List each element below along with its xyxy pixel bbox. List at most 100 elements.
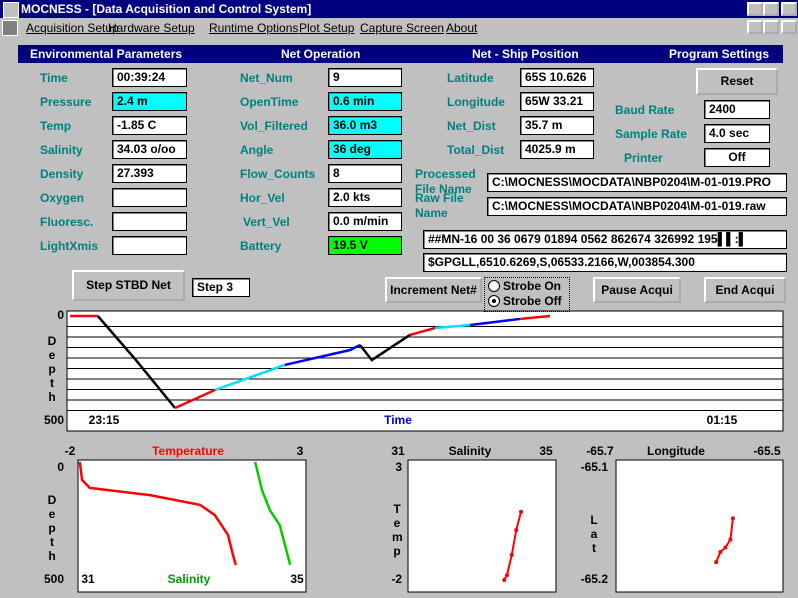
field-value: 34.03 o/oo bbox=[112, 140, 187, 159]
menu-item[interactable]: Acquisition Setup bbox=[26, 21, 119, 35]
x-tick-label: -65.7 bbox=[586, 444, 614, 458]
depth-trace bbox=[358, 333, 411, 362]
field-label: Net_Num bbox=[240, 71, 293, 85]
field-label: Hor_Vel bbox=[240, 191, 285, 205]
setting-value: 2400 bbox=[704, 100, 770, 119]
plot-title: Longitude bbox=[647, 444, 705, 458]
y-tick-label: 3 bbox=[395, 460, 402, 474]
doc-close[interactable] bbox=[781, 20, 797, 34]
menu-item[interactable]: Plot Setup bbox=[299, 21, 355, 35]
strobe-radio[interactable] bbox=[488, 280, 500, 292]
doc-minimize[interactable] bbox=[747, 20, 763, 34]
maximize-button[interactable] bbox=[763, 2, 779, 16]
axis-label: Temp bbox=[392, 502, 403, 558]
menu-item[interactable]: Capture Screen bbox=[360, 21, 445, 35]
doc-restore[interactable] bbox=[763, 20, 779, 34]
depth-trace bbox=[214, 363, 286, 392]
axis-label: Depth bbox=[47, 493, 57, 563]
field-value: 2.4 m bbox=[112, 92, 187, 111]
field-label: Fluoresc. bbox=[40, 215, 94, 229]
field-label: Angle bbox=[240, 143, 274, 157]
field-label: Total_Dist bbox=[447, 143, 505, 157]
depth-trace bbox=[284, 343, 361, 367]
field-value: 9 bbox=[328, 68, 402, 87]
reset-button[interactable]: Reset bbox=[696, 68, 778, 95]
ts-point-path bbox=[503, 511, 522, 581]
depth-trace bbox=[174, 388, 216, 410]
field-label: Longitude bbox=[447, 95, 505, 109]
axis-label: Depth bbox=[47, 334, 57, 404]
file-label: Processed File Name bbox=[415, 167, 476, 196]
setting-label: Sample Rate bbox=[615, 127, 688, 141]
depth-trace bbox=[409, 326, 436, 337]
section-header: Net Operation bbox=[281, 47, 361, 61]
step-status: Step 3 bbox=[192, 278, 250, 297]
step-button[interactable]: Step STBD Net bbox=[72, 270, 185, 301]
field-value: -1.85 C bbox=[112, 116, 187, 135]
axis-label: Lat bbox=[590, 513, 598, 555]
field-value: 0.0 m/min bbox=[328, 212, 402, 231]
x-axis-label: Time bbox=[384, 413, 412, 427]
bottom-tick-label: 35 bbox=[290, 572, 304, 586]
field-label: OpenTime bbox=[240, 95, 299, 109]
strobe-radio[interactable] bbox=[488, 295, 500, 307]
field-value: 36 deg bbox=[328, 140, 402, 159]
field-value: 0.6 min bbox=[328, 92, 402, 111]
field-value: 19.5 V bbox=[328, 236, 402, 255]
field-value: 36.0 m3 bbox=[328, 116, 402, 135]
setting-label: Baud Rate bbox=[615, 103, 675, 117]
window-title: MOCNESS - [Data Acquisition and Control … bbox=[21, 2, 312, 16]
close-button[interactable] bbox=[781, 2, 797, 16]
y-tick-label: -65.2 bbox=[581, 572, 609, 586]
menu-item[interactable]: Hardware Setup bbox=[108, 21, 195, 35]
y-tick-label: 0 bbox=[57, 460, 64, 474]
field-label: Battery bbox=[240, 239, 282, 253]
field-label: Salinity bbox=[40, 143, 83, 157]
setting-value: 4.0 sec bbox=[704, 124, 770, 143]
bottom-tick-label: 31 bbox=[81, 572, 95, 586]
pause-button[interactable]: Pause Acqui bbox=[593, 277, 681, 303]
x-tick-label: -65.5 bbox=[753, 444, 781, 458]
x-tick-label: 35 bbox=[539, 444, 553, 458]
menu-item[interactable]: Runtime Options bbox=[209, 21, 299, 35]
field-value: 65W 33.21 bbox=[520, 92, 594, 111]
field-value: 8 bbox=[328, 164, 402, 183]
menu-item[interactable]: About bbox=[446, 21, 478, 35]
y-tick-label: -2 bbox=[391, 572, 402, 586]
x-tick-label: 01:15 bbox=[707, 413, 738, 427]
strobe-label[interactable]: Strobe Off bbox=[503, 294, 562, 308]
field-label: Flow_Counts bbox=[240, 167, 316, 181]
plot-title: Salinity bbox=[449, 444, 492, 458]
field-value: 2.0 kts bbox=[328, 188, 402, 207]
setting-label: Printer bbox=[624, 151, 663, 165]
profile-trace bbox=[78, 461, 237, 566]
file-path: C:\MOCNESS\MOCDATA\NBP0204\M-01-019.PRO bbox=[487, 173, 787, 192]
field-value: 27.393 bbox=[112, 164, 187, 183]
section-header: Environmental Parameters bbox=[30, 47, 183, 61]
strobe-label[interactable]: Strobe On bbox=[503, 279, 562, 293]
field-label: Density bbox=[40, 167, 84, 181]
header-band bbox=[18, 45, 783, 63]
depth-trace bbox=[470, 317, 521, 327]
field-value bbox=[112, 212, 187, 231]
minimize-button[interactable] bbox=[747, 2, 763, 16]
field-label: Pressure bbox=[40, 95, 92, 109]
plot-area bbox=[77, 459, 307, 593]
end-button[interactable]: End Acqui bbox=[704, 277, 786, 303]
profile-trace bbox=[253, 461, 292, 566]
raw-line: ##MN-16 00 36 0679 01894 0562 862674 326… bbox=[423, 230, 787, 249]
doc-icon[interactable] bbox=[2, 20, 18, 36]
field-label: Oxygen bbox=[40, 191, 85, 205]
increment-button[interactable]: Increment Net# bbox=[385, 277, 482, 303]
file-label: Raw File Name bbox=[415, 191, 464, 220]
y-tick-label: -65.1 bbox=[581, 460, 609, 474]
section-header: Program Settings bbox=[669, 47, 770, 61]
field-value: 65S 10.626 bbox=[520, 68, 594, 87]
field-value bbox=[112, 188, 187, 207]
legend-entry: Temperature bbox=[152, 444, 224, 458]
app-icon[interactable] bbox=[3, 2, 19, 18]
depth-trace bbox=[519, 314, 551, 321]
